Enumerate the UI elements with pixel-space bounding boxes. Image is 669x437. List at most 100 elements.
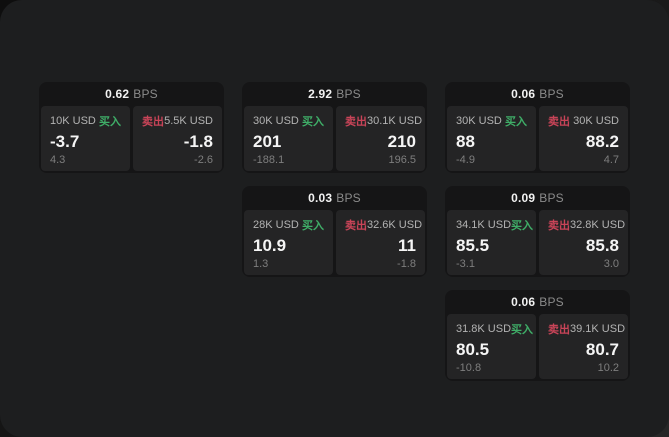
bps-value: 0.06: [511, 87, 536, 101]
bps-header: 0.06 BPS: [447, 82, 628, 106]
quote-cards-grid: 0.62 BPS 10K USD 买入 -3.7 4.3 卖出 5.5K USD: [39, 82, 630, 381]
sell-size: 39.1K USD: [570, 323, 626, 335]
buy-price: -3.7: [50, 131, 80, 151]
quote-card: 0.09 BPS 34.1K USD 买入 85.5 -3.1 卖出 32.8K…: [445, 186, 630, 277]
sell-size: 30K USD: [573, 115, 619, 127]
bps-header: 0.62 BPS: [41, 82, 222, 106]
sell-price: 88.2: [585, 131, 619, 151]
sell-price: 80.7: [585, 339, 619, 359]
sell-sub-value: 3.0: [603, 257, 619, 270]
buy-tile[interactable]: 10K USD 买入 -3.7 4.3: [41, 106, 130, 171]
buy-label: 买入: [302, 116, 324, 128]
buy-tile[interactable]: 31.8K USD 买入 80.5 -10.8: [447, 314, 536, 379]
sell-label: 卖出: [345, 116, 367, 128]
sell-label: 卖出: [548, 324, 570, 336]
sell-tile-top: 卖出 5.5K USD: [142, 113, 213, 129]
buy-price: 80.5: [456, 339, 490, 359]
buy-price: 85.5: [456, 235, 490, 255]
sell-sub-value: 4.7: [603, 153, 619, 166]
sell-label: 卖出: [345, 220, 367, 232]
sell-size: 5.5K USD: [164, 115, 213, 127]
buy-size: 28K USD: [253, 219, 299, 231]
buy-tile-top: 30K USD 买入: [456, 113, 527, 129]
sell-sub-value: 10.2: [597, 361, 619, 374]
sell-tile[interactable]: 卖出 39.1K USD 80.7 10.2: [539, 314, 628, 379]
buy-size: 30K USD: [253, 115, 299, 127]
bps-value: 0.09: [511, 191, 536, 205]
bps-value: 0.03: [308, 191, 333, 205]
sell-sub-value: -2.6: [194, 153, 213, 166]
buy-tile[interactable]: 30K USD 买入 88 -4.9: [447, 106, 536, 171]
buy-sub-value: 4.3: [50, 153, 66, 166]
sell-tile[interactable]: 卖出 32.6K USD 11 -1.8: [336, 210, 425, 275]
buy-size: 30K USD: [456, 115, 502, 127]
quote-card: 0.62 BPS 10K USD 买入 -3.7 4.3 卖出 5.5K USD: [39, 82, 224, 173]
sell-label: 卖出: [142, 116, 164, 128]
sell-tile-top: 卖出 30.1K USD: [345, 113, 422, 129]
bps-unit: BPS: [539, 295, 564, 309]
buy-price: 10.9: [253, 235, 287, 255]
bps-value: 0.62: [105, 87, 130, 101]
bps-unit: BPS: [133, 87, 158, 101]
sell-tile[interactable]: 卖出 30.1K USD 210 196.5: [336, 106, 425, 171]
buy-tile-top: 31.8K USD 买入: [456, 321, 533, 337]
buy-label: 买入: [505, 116, 527, 128]
sell-tile-top: 卖出 32.8K USD: [548, 217, 625, 233]
buy-sub-value: -3.1: [456, 257, 475, 270]
sell-price: 11: [398, 235, 416, 255]
sell-tile-top: 卖出 30K USD: [548, 113, 619, 129]
bps-unit: BPS: [336, 87, 361, 101]
buy-tile-top: 28K USD 买入: [253, 217, 324, 233]
sell-tile[interactable]: 卖出 30K USD 88.2 4.7: [539, 106, 628, 171]
sell-tile[interactable]: 卖出 5.5K USD -1.8 -2.6: [133, 106, 222, 171]
buy-tile[interactable]: 30K USD 买入 201 -188.1: [244, 106, 333, 171]
sell-tile-top: 卖出 39.1K USD: [548, 321, 625, 337]
buy-sub-value: -188.1: [253, 153, 285, 166]
sell-sub-value: 196.5: [388, 153, 416, 166]
bps-unit: BPS: [336, 191, 361, 205]
buy-tile[interactable]: 34.1K USD 买入 85.5 -3.1: [447, 210, 536, 275]
quote-panels: 31.8K USD 买入 80.5 -10.8 卖出 39.1K USD 80.…: [447, 314, 628, 379]
sell-size: 30.1K USD: [367, 115, 423, 127]
bps-header: 0.09 BPS: [447, 186, 628, 210]
sell-size: 32.6K USD: [367, 219, 423, 231]
sell-size: 32.8K USD: [570, 219, 626, 231]
quote-card: 0.06 BPS 30K USD 买入 88 -4.9 卖出 30K USD: [445, 82, 630, 173]
buy-size: 31.8K USD: [456, 323, 512, 335]
sell-price: 210: [387, 131, 416, 151]
buy-sub-value: -10.8: [456, 361, 482, 374]
quote-panels: 10K USD 买入 -3.7 4.3 卖出 5.5K USD -1.8 -2.…: [41, 106, 222, 171]
buy-tile-top: 10K USD 买入: [50, 113, 121, 129]
sell-tile[interactable]: 卖出 32.8K USD 85.8 3.0: [539, 210, 628, 275]
sell-tile-top: 卖出 32.6K USD: [345, 217, 422, 233]
buy-sub-value: 1.3: [253, 257, 269, 270]
buy-price: 201: [253, 131, 282, 151]
buy-label: 买入: [511, 220, 534, 232]
buy-size: 34.1K USD: [456, 219, 512, 231]
quote-card: 2.92 BPS 30K USD 买入 201 -188.1 卖出 30.1K …: [242, 82, 427, 173]
buy-tile[interactable]: 28K USD 买入 10.9 1.3: [244, 210, 333, 275]
buy-sub-value: -4.9: [456, 153, 475, 166]
bps-value: 0.06: [511, 295, 536, 309]
quote-panels: 30K USD 买入 201 -188.1 卖出 30.1K USD 210 1…: [244, 106, 425, 171]
sell-price: 85.8: [585, 235, 619, 255]
buy-tile-top: 34.1K USD 买入: [456, 217, 533, 233]
sell-label: 卖出: [548, 116, 570, 128]
buy-label: 买入: [99, 116, 121, 128]
buy-price: 88: [456, 131, 475, 151]
bps-unit: BPS: [539, 191, 564, 205]
bps-header: 2.92 BPS: [244, 82, 425, 106]
quote-panels: 34.1K USD 买入 85.5 -3.1 卖出 32.8K USD 85.8…: [447, 210, 628, 275]
quote-panels: 28K USD 买入 10.9 1.3 卖出 32.6K USD 11 -1.8: [244, 210, 425, 275]
bps-header: 0.06 BPS: [447, 290, 628, 314]
quote-card: 0.06 BPS 31.8K USD 买入 80.5 -10.8 卖出 39.1…: [445, 290, 630, 381]
quote-card: 0.03 BPS 28K USD 买入 10.9 1.3 卖出 32.6K US…: [242, 186, 427, 277]
buy-label: 买入: [511, 324, 534, 336]
bps-unit: BPS: [539, 87, 564, 101]
sell-price: -1.8: [183, 131, 213, 151]
buy-label: 买入: [302, 220, 324, 232]
bps-header: 0.03 BPS: [244, 186, 425, 210]
quote-panels: 30K USD 买入 88 -4.9 卖出 30K USD 88.2 4.7: [447, 106, 628, 171]
bps-value: 2.92: [308, 87, 333, 101]
